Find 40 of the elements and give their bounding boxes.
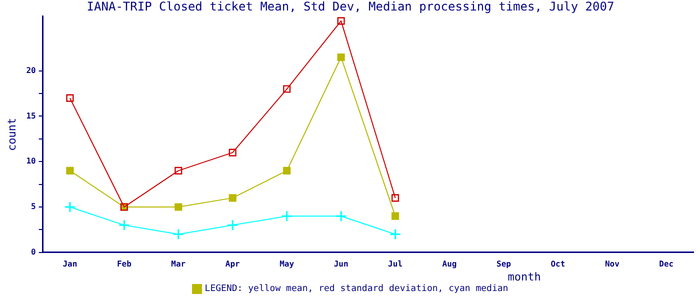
- chart-title: IANA-TRIP Closed ticket Mean, Std Dev, Median processing times, July 2007: [86, 0, 614, 14]
- x-tick-label: Jan: [62, 259, 78, 268]
- point: [391, 194, 400, 202]
- point: [390, 228, 402, 240]
- x-tick-label: Aug: [442, 259, 457, 268]
- y-tick-label: 20: [26, 66, 36, 75]
- x-tick-label: Sep: [496, 259, 512, 268]
- point: [64, 201, 76, 213]
- point: [337, 53, 345, 62]
- x-tick-label: Mar: [171, 259, 186, 268]
- point: [66, 94, 74, 102]
- x-tick-label: Apr: [225, 259, 240, 268]
- x-tick-label: Jun: [334, 259, 348, 268]
- y-tick-label: 5: [31, 202, 36, 212]
- point: [228, 148, 236, 156]
- point: [118, 219, 130, 231]
- y-tick-label: 10: [26, 156, 36, 166]
- y-axis-title: count: [5, 118, 18, 151]
- x-axis-title: month: [508, 270, 541, 284]
- x-tick-label: Feb: [116, 259, 132, 268]
- y-tick-label: 0: [31, 247, 36, 256]
- point: [283, 166, 291, 174]
- point: [174, 166, 182, 174]
- x-tick-label: Nov: [604, 259, 620, 268]
- point: [226, 219, 238, 231]
- point: [172, 228, 184, 240]
- point: [391, 212, 400, 220]
- x-tick-label: Oct: [550, 259, 566, 268]
- text: LEGEND: yellow mean, red standard deviation, cyan median: [204, 284, 508, 294]
- point: [66, 166, 74, 174]
- x-tick-label: Dec: [659, 259, 674, 268]
- y-tick-label: 15: [26, 111, 36, 120]
- point: [335, 210, 347, 222]
- point: [174, 203, 182, 211]
- x-tick-label: May: [280, 259, 294, 268]
- point: [337, 17, 345, 25]
- point: [283, 85, 291, 93]
- x-tick-label: Jul: [388, 259, 403, 268]
- point: [228, 194, 236, 202]
- point: [281, 210, 293, 222]
